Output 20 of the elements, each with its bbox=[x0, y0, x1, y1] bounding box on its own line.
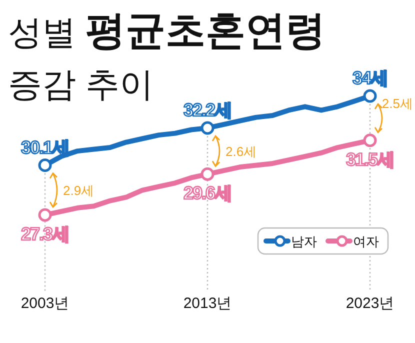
x-tick-label: 2023년 bbox=[346, 295, 394, 312]
data-label: 32.2세 bbox=[183, 100, 232, 120]
annotation: 2.6세 bbox=[226, 144, 257, 160]
data-label: 27.3세 bbox=[20, 224, 70, 244]
point bbox=[363, 134, 377, 148]
x-tick-label: 2013년 bbox=[183, 295, 232, 312]
text: 2.5세 bbox=[382, 96, 413, 111]
legend-label: 여자 bbox=[353, 234, 379, 249]
x-tick-label: 2003년 bbox=[20, 295, 70, 312]
point bbox=[38, 208, 52, 222]
point bbox=[363, 89, 377, 103]
data-label: 31.5세 bbox=[346, 149, 394, 170]
data-label: 29.6세 bbox=[183, 183, 232, 204]
chart-subtitle: 증감 추이 bbox=[8, 66, 154, 104]
point bbox=[200, 121, 214, 135]
chart-title: 성별 평균초혼연령 bbox=[8, 9, 326, 53]
legend-label: 남자 bbox=[291, 234, 317, 249]
point bbox=[200, 167, 214, 181]
point bbox=[38, 158, 52, 172]
annotation: 2.9세 bbox=[63, 183, 94, 198]
